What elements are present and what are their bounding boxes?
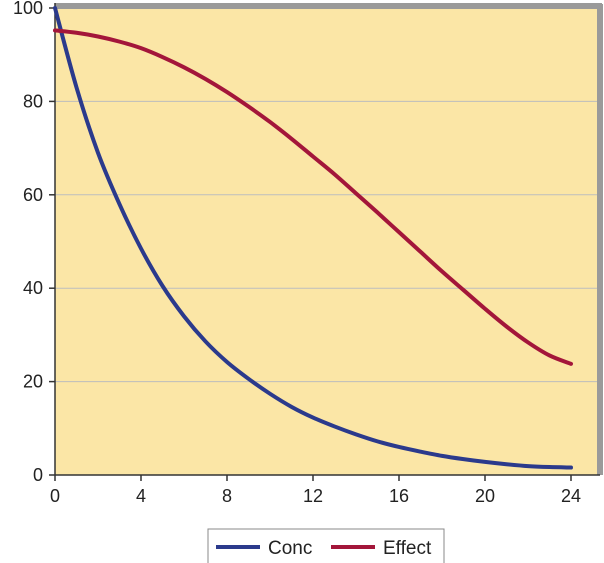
y-tick-label-0: 0	[33, 465, 43, 485]
y-tick-label-100: 100	[13, 0, 43, 18]
legend: Conc Effect	[207, 528, 445, 563]
x-tick-label-0: 0	[50, 486, 60, 506]
axes: 0 20 40 60 80 100 0 4 8 12 16 20 24	[13, 0, 600, 506]
x-tick-label-24: 24	[561, 486, 581, 506]
y-tick-label-60: 60	[23, 185, 43, 205]
plot-frame	[55, 3, 603, 475]
y-tick-label-20: 20	[23, 372, 43, 392]
legend-label-effect: Effect	[383, 538, 432, 559]
gridlines	[55, 100, 600, 383]
x-tick-label-8: 8	[222, 486, 232, 506]
y-tick-label-40: 40	[23, 278, 43, 298]
x-tick-label-12: 12	[303, 486, 323, 506]
series-group	[53, 6, 573, 470]
x-tick-label-4: 4	[136, 486, 146, 506]
series-line-conc	[53, 6, 573, 470]
x-tick-label-20: 20	[475, 486, 495, 506]
series-line-effect	[53, 28, 573, 366]
x-tick-label-16: 16	[389, 486, 409, 506]
plot-area	[55, 8, 600, 475]
y-tick-label-80: 80	[23, 91, 43, 111]
legend-label-conc: Conc	[268, 538, 312, 559]
